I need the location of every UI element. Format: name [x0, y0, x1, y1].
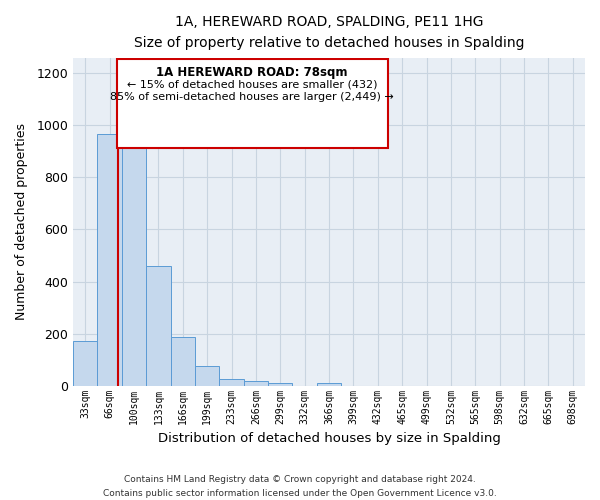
Y-axis label: Number of detached properties: Number of detached properties — [15, 123, 28, 320]
FancyBboxPatch shape — [116, 60, 388, 148]
Bar — [170, 338, 195, 386]
Bar — [244, 381, 268, 386]
Bar — [73, 342, 97, 386]
Bar — [220, 379, 244, 386]
Text: ← 15% of detached houses are smaller (432): ← 15% of detached houses are smaller (43… — [127, 79, 377, 89]
Bar — [146, 266, 170, 386]
X-axis label: Distribution of detached houses by size in Spalding: Distribution of detached houses by size … — [158, 432, 500, 445]
Text: 85% of semi-detached houses are larger (2,449) →: 85% of semi-detached houses are larger (… — [110, 92, 394, 102]
Bar — [268, 383, 292, 386]
Bar — [317, 382, 341, 386]
Title: 1A, HEREWARD ROAD, SPALDING, PE11 1HG
Size of property relative to detached hous: 1A, HEREWARD ROAD, SPALDING, PE11 1HG Si… — [134, 15, 524, 50]
Text: 1A HEREWARD ROAD: 78sqm: 1A HEREWARD ROAD: 78sqm — [157, 66, 348, 79]
Bar — [195, 366, 220, 386]
Bar — [122, 126, 146, 386]
Text: Contains HM Land Registry data © Crown copyright and database right 2024.
Contai: Contains HM Land Registry data © Crown c… — [103, 476, 497, 498]
Bar — [97, 134, 122, 386]
